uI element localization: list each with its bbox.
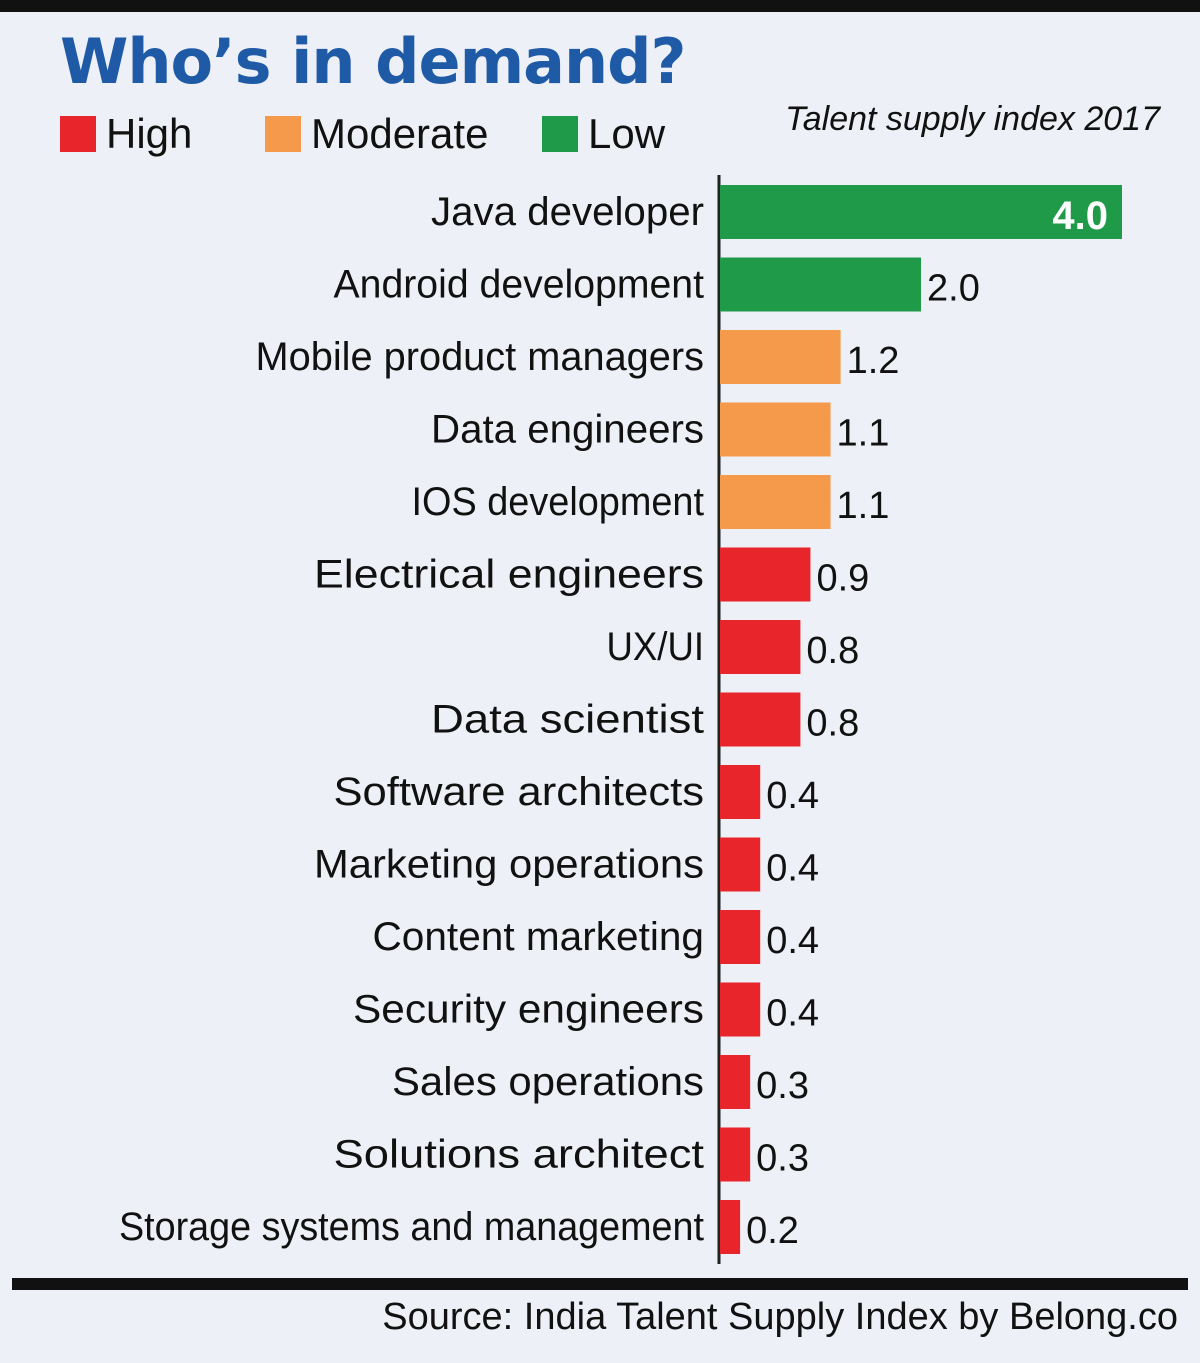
value-label: 0.8 xyxy=(806,703,859,745)
top-rule xyxy=(0,0,1200,12)
legend-swatch-moderate xyxy=(265,116,301,152)
bar xyxy=(720,692,801,747)
bar xyxy=(720,765,761,819)
legend-swatch-low xyxy=(542,116,578,152)
bar xyxy=(720,982,761,1037)
category-label: Electrical engineers xyxy=(314,553,704,597)
source-note: Source: India Talent Supply Index by Bel… xyxy=(382,1296,1178,1338)
bar xyxy=(720,1055,751,1109)
category-label: Android development xyxy=(334,263,705,307)
value-label: 0.9 xyxy=(816,558,869,600)
value-label: 4.0 xyxy=(1052,194,1108,238)
bar xyxy=(720,837,761,892)
legend-label-high: High xyxy=(106,110,193,157)
value-label: 0.3 xyxy=(756,1065,809,1107)
category-label: Mobile product managers xyxy=(256,335,705,379)
category-label: Software architects xyxy=(334,770,705,814)
category-label: Java developer xyxy=(431,190,704,234)
legend-item-low: Low xyxy=(542,108,665,160)
legend-swatch-high xyxy=(60,116,96,152)
category-label: UX/UI xyxy=(607,625,705,669)
chart-subtitle: Talent supply index 2017 xyxy=(785,100,1160,138)
value-label: 0.4 xyxy=(766,920,819,962)
bar xyxy=(720,620,801,674)
legend-item-high: High xyxy=(60,108,192,160)
value-label: 0.3 xyxy=(756,1138,809,1180)
value-label: 0.4 xyxy=(766,775,819,817)
category-label: Sales operations xyxy=(392,1060,704,1104)
legend-label-moderate: Moderate xyxy=(311,110,489,157)
legend-label-low: Low xyxy=(588,110,666,157)
bar xyxy=(720,475,831,529)
value-label: 0.8 xyxy=(806,630,859,672)
value-label: 1.2 xyxy=(847,340,900,382)
bar xyxy=(720,1127,751,1182)
value-label: 1.1 xyxy=(837,485,890,527)
bar xyxy=(720,910,761,964)
legend: High Moderate Low xyxy=(60,108,760,160)
bar xyxy=(720,257,921,312)
category-label: IOS development xyxy=(412,480,705,524)
category-label: Content marketing xyxy=(373,915,705,959)
value-label: 0.4 xyxy=(766,848,819,890)
bar xyxy=(720,402,831,457)
category-label: Marketing operations xyxy=(314,843,704,887)
category-label: Solutions architect xyxy=(334,1133,705,1177)
value-label: 1.1 xyxy=(837,413,890,455)
category-label: Data engineers xyxy=(431,408,704,452)
bottom-rule xyxy=(12,1278,1188,1290)
chart-title: Who’s in demand? xyxy=(60,25,686,98)
value-label: 0.2 xyxy=(746,1210,799,1252)
bar-chart: Java developer 4.0 Android development 2.0 M… xyxy=(119,175,1122,1264)
legend-item-moderate: Moderate xyxy=(265,108,488,160)
category-label: Data scientist xyxy=(431,698,704,742)
bar xyxy=(720,1200,741,1254)
category-label: Storage systems and management xyxy=(119,1205,704,1249)
bar xyxy=(720,547,811,602)
bar xyxy=(720,330,841,384)
value-label: 2.0 xyxy=(927,268,980,310)
bar xyxy=(720,185,1122,239)
value-label: 0.4 xyxy=(766,993,819,1035)
category-label: Security engineers xyxy=(353,988,704,1032)
